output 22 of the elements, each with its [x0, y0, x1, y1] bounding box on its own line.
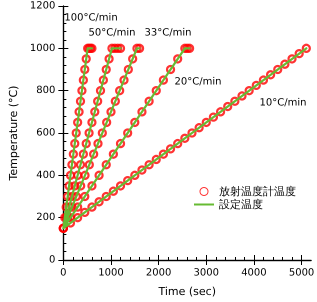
x-tick-label: 5000 — [288, 268, 314, 278]
annotation: 100°C/min — [64, 12, 118, 24]
y-tick-label: 1000 — [30, 42, 56, 54]
x-tick-label: 3000 — [194, 268, 219, 278]
annotation: 50°C/min — [88, 28, 136, 38]
y-tick-label: 600 — [36, 128, 56, 138]
legend-label: 設定温度 — [219, 198, 263, 211]
y-axis-title: Temperature (°C) — [7, 86, 20, 182]
annotation: 33°C/min — [144, 28, 192, 38]
x-tick-label: 4000 — [241, 268, 267, 278]
annotation: 10°C/min — [260, 98, 306, 108]
x-tick-label: 2000 — [146, 268, 172, 278]
x-axis-title: Time (sec) — [157, 285, 216, 298]
x-tick-label: 0 — [60, 268, 67, 278]
legend-label: 放射温度計温度 — [219, 185, 296, 198]
y-tick-label: 0 — [48, 254, 56, 266]
y-tick-label: 1200 — [30, 0, 56, 12]
x-tick-label: 1000 — [98, 268, 124, 278]
y-tick-label: 400 — [36, 170, 56, 181]
annotation: 20°C/min — [174, 76, 222, 88]
y-tick-label: 200 — [36, 212, 56, 224]
y-tick-label: 800 — [36, 85, 56, 96]
